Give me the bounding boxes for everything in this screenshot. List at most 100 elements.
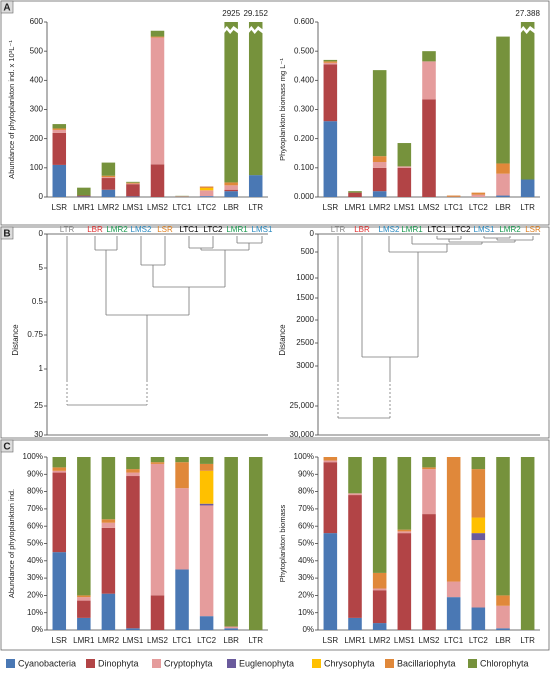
leaf-label: LTR bbox=[60, 225, 75, 234]
bar-segment bbox=[422, 61, 436, 100]
y-tick-label: 25 bbox=[34, 401, 43, 410]
leaf-label: LTC2 bbox=[204, 225, 224, 234]
bar-segment bbox=[77, 597, 91, 601]
panel-label: C bbox=[3, 442, 10, 453]
leaf-label: LMS2 bbox=[131, 225, 152, 234]
y-tick-label: 1000 bbox=[296, 273, 314, 282]
leaf-label: LBR bbox=[354, 225, 370, 234]
bar-segment bbox=[175, 462, 189, 489]
bar-segment bbox=[175, 569, 189, 630]
x-tick-label: LSR bbox=[323, 203, 339, 212]
y-tick-label: 70% bbox=[27, 504, 43, 513]
bar-segment bbox=[199, 503, 214, 506]
legend-swatch bbox=[385, 659, 394, 668]
x-tick-label: LTC2 bbox=[197, 636, 217, 645]
bar-segment bbox=[397, 143, 412, 167]
bar-segment bbox=[446, 597, 461, 630]
y-tick-label: 10% bbox=[298, 608, 314, 617]
bar-segment bbox=[77, 196, 91, 197]
bar-segment bbox=[323, 121, 338, 197]
bar-segment bbox=[397, 533, 412, 630]
y-tick-label: 100% bbox=[294, 452, 314, 461]
y-tick-label: 40% bbox=[298, 556, 314, 565]
bar-segment bbox=[126, 181, 140, 183]
axis-break bbox=[223, 26, 239, 34]
bar-segment bbox=[150, 30, 165, 37]
bar-segment bbox=[224, 628, 238, 630]
panel-box bbox=[0, 0, 550, 226]
y-tick-label: 0.300 bbox=[294, 105, 315, 114]
bar-segment bbox=[199, 190, 214, 197]
x-tick-label: LMR1 bbox=[73, 203, 95, 212]
y-tick-label: 80% bbox=[27, 487, 43, 496]
leaf-label: LTC2 bbox=[452, 225, 472, 234]
y-tick-label: 70% bbox=[298, 504, 314, 513]
x-tick-label: LMR2 bbox=[98, 203, 120, 212]
leaf-label: LMR2 bbox=[106, 225, 128, 234]
bar-segment bbox=[348, 617, 362, 630]
bar-segment bbox=[348, 495, 362, 618]
leaf-label: LMS1 bbox=[252, 225, 273, 234]
x-tick-label: LBR bbox=[495, 203, 511, 212]
bar-segment bbox=[199, 463, 214, 471]
bar-segment bbox=[101, 522, 116, 528]
bar-segment bbox=[422, 51, 436, 62]
y-tick-label: 0.200 bbox=[294, 134, 315, 143]
y-tick-label: 0.500 bbox=[294, 46, 315, 55]
bar-segment bbox=[422, 467, 436, 470]
x-tick-label: LMR1 bbox=[344, 203, 366, 212]
y-tick-label: 60% bbox=[27, 521, 43, 530]
bar-segment bbox=[224, 189, 238, 192]
y-tick-label: 0 bbox=[39, 192, 44, 201]
bar-segment bbox=[496, 195, 510, 197]
y-tick-label: 10% bbox=[27, 608, 43, 617]
bar-segment bbox=[126, 472, 140, 477]
bar-segment bbox=[323, 61, 338, 63]
y-tick-label: 80% bbox=[298, 487, 314, 496]
bar-segment bbox=[52, 124, 67, 129]
legend-swatch bbox=[152, 659, 161, 668]
bar-segment bbox=[496, 605, 510, 629]
y-tick-label: 400 bbox=[30, 75, 44, 84]
bar-segment bbox=[101, 457, 116, 520]
y-tick-label: 2500 bbox=[296, 338, 314, 347]
x-tick-label: LTR bbox=[248, 203, 263, 212]
bar-segment bbox=[175, 457, 189, 463]
leaf-label: LMS2 bbox=[379, 225, 400, 234]
bar-segment bbox=[126, 469, 140, 473]
bar-segment bbox=[471, 469, 486, 518]
bar-segment bbox=[248, 175, 263, 197]
bar-segment bbox=[52, 457, 67, 468]
x-tick-label: LBR bbox=[223, 636, 239, 645]
bar-segment bbox=[520, 457, 535, 630]
bar-segment bbox=[520, 22, 535, 180]
y-tick-label: 2000 bbox=[296, 315, 314, 324]
x-tick-label: LTC1 bbox=[173, 203, 193, 212]
y-tick-label: 5 bbox=[39, 263, 44, 272]
bar-segment bbox=[224, 191, 238, 197]
panel-label-box bbox=[0, 226, 14, 240]
bar-segment bbox=[150, 595, 165, 630]
panel-label-box bbox=[0, 0, 14, 14]
y-tick-label: 0.100 bbox=[294, 163, 315, 172]
x-tick-label: LMS2 bbox=[147, 203, 168, 212]
bar-segment bbox=[199, 470, 214, 504]
bar-segment bbox=[372, 572, 387, 589]
y-tick-label: 30% bbox=[298, 573, 314, 582]
y-tick-label: 60% bbox=[298, 521, 314, 530]
y-tick-label: 600 bbox=[30, 17, 44, 26]
y-tick-label: 1500 bbox=[296, 293, 314, 302]
y-tick-label: 30 bbox=[34, 430, 43, 439]
legend-label: Bacillariophyta bbox=[397, 658, 456, 668]
bar-segment bbox=[52, 467, 67, 471]
bar-segment bbox=[224, 626, 238, 629]
y-tick-label: 50% bbox=[298, 539, 314, 548]
bars bbox=[52, 22, 263, 197]
legend-label: Dinophyta bbox=[98, 658, 139, 668]
y-tick-label: 0.5 bbox=[32, 297, 44, 306]
y-tick-label: 0% bbox=[31, 625, 43, 634]
y-tick-label: 0 bbox=[39, 229, 44, 238]
leaf-label: LSR bbox=[525, 225, 541, 234]
